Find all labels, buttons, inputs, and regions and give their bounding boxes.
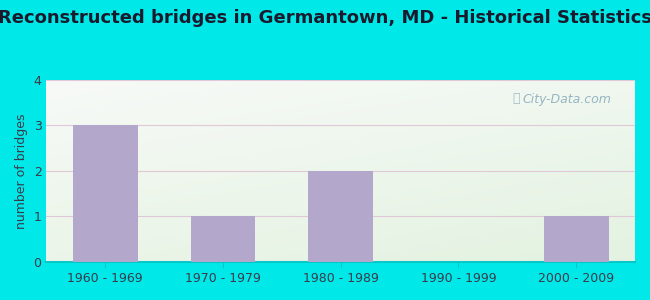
- Text: ⦾: ⦾: [513, 92, 520, 105]
- Y-axis label: number of bridges: number of bridges: [15, 113, 28, 229]
- Bar: [190, 216, 255, 262]
- Bar: [308, 171, 373, 262]
- Bar: [73, 125, 138, 262]
- Text: Reconstructed bridges in Germantown, MD - Historical Statistics: Reconstructed bridges in Germantown, MD …: [0, 9, 650, 27]
- Text: City-Data.com: City-Data.com: [523, 93, 612, 106]
- Bar: [544, 216, 608, 262]
